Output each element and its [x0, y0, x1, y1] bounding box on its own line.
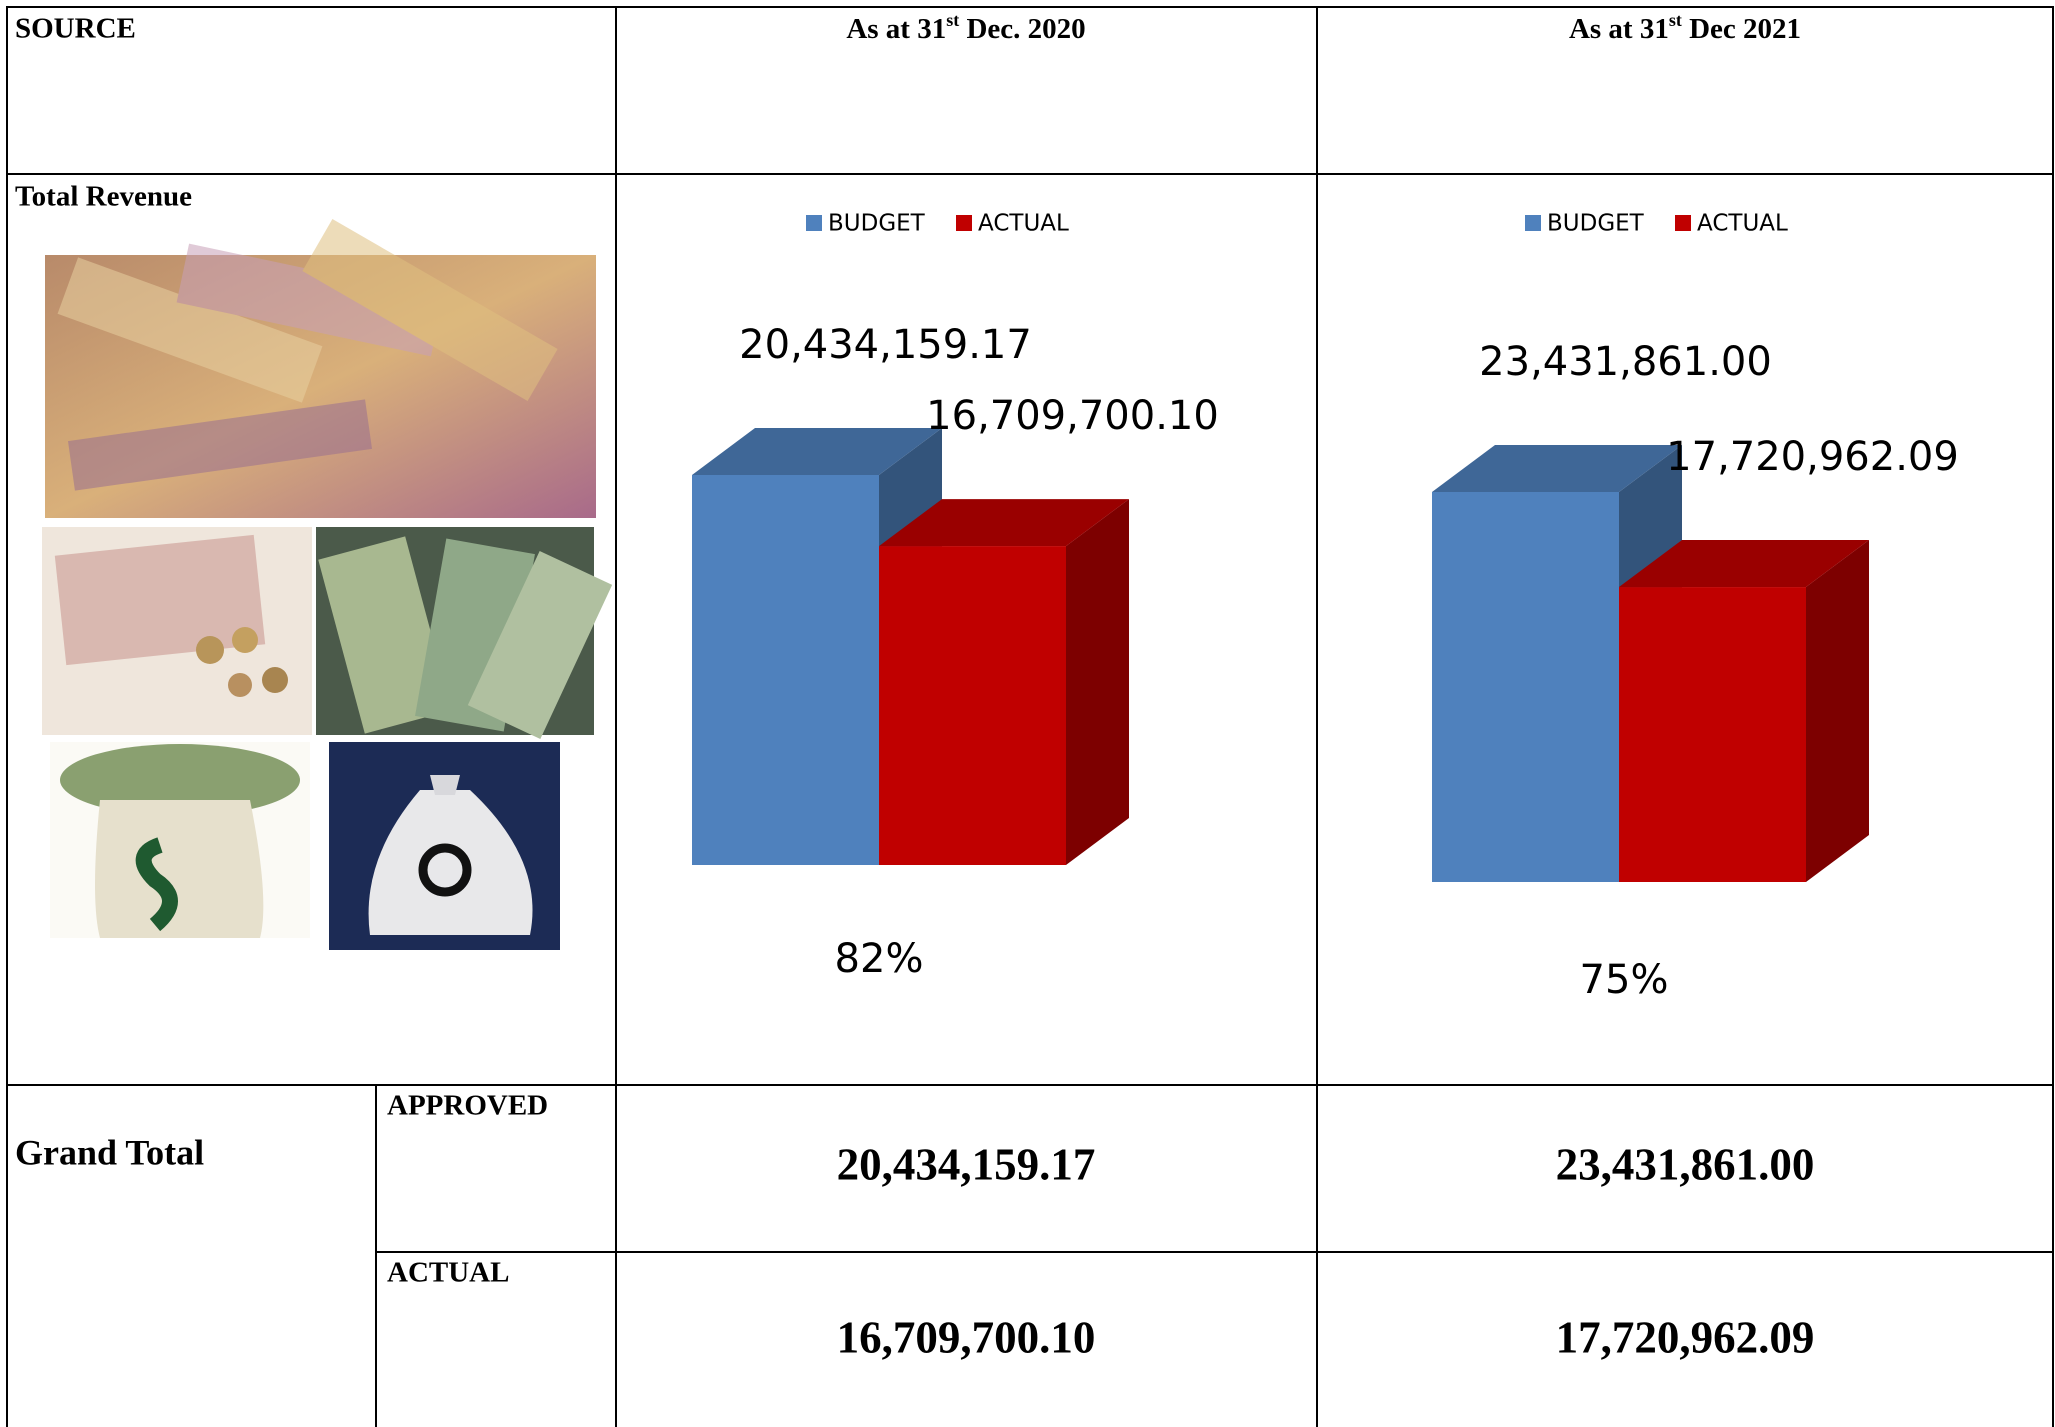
grand-total-value: 16,709,700.10: [837, 1312, 1096, 1362]
data-label: 20,434,159.17: [739, 322, 1032, 368]
table-grid: [6, 6, 2054, 1427]
grand-total-value: 17,720,962.09: [1556, 1312, 1815, 1362]
data-label: 16,709,700.10: [926, 393, 1219, 439]
sub-row-label: APPROVED: [387, 1090, 548, 1122]
header-text: Dec 2021: [1682, 13, 1801, 45]
row-label: Total Revenue: [15, 181, 192, 213]
bar-top: [1432, 445, 1682, 492]
sub-row-label: ACTUAL: [387, 1257, 509, 1289]
bar: [1619, 587, 1806, 882]
source-header: SOURCE: [15, 13, 136, 45]
bar-side: [1066, 499, 1129, 865]
grand-total-label: Grand Total: [15, 1132, 204, 1172]
legend-swatch: [956, 215, 972, 231]
bar: [879, 546, 1066, 865]
data-label: 17,720,962.09: [1666, 434, 1959, 480]
legend-swatch: [1675, 215, 1691, 231]
money-images: [42, 219, 613, 950]
grand-total-value: 23,431,861.00: [1556, 1139, 1815, 1189]
bar-side: [1806, 540, 1869, 882]
legend-label: BUDGET: [828, 211, 926, 237]
header-text: As at 31: [1569, 13, 1669, 45]
column-header: As at 31st Dec 2021: [1569, 10, 1801, 45]
legend-label: ACTUAL: [1697, 211, 1788, 237]
data-label: 23,431,861.00: [1479, 339, 1772, 385]
annotation: 75%: [1580, 957, 1669, 1003]
legend-swatch: [806, 215, 822, 231]
bar: [692, 475, 879, 865]
header-text: Dec. 2020: [959, 13, 1085, 45]
bar: [1432, 492, 1619, 882]
column-header: As at 31st Dec. 2020: [846, 10, 1085, 45]
grand-total-value: 20,434,159.17: [837, 1139, 1096, 1189]
legend-label: BUDGET: [1547, 211, 1645, 237]
header-superscript: st: [946, 10, 959, 30]
header-superscript: st: [1669, 10, 1682, 30]
legend-swatch: [1525, 215, 1541, 231]
bar-top: [1619, 540, 1869, 588]
annotation: 82%: [835, 936, 924, 982]
legend-label: ACTUAL: [978, 211, 1069, 237]
header-text: As at 31: [846, 13, 946, 45]
bar-top: [879, 499, 1129, 547]
bar-top: [692, 428, 942, 475]
